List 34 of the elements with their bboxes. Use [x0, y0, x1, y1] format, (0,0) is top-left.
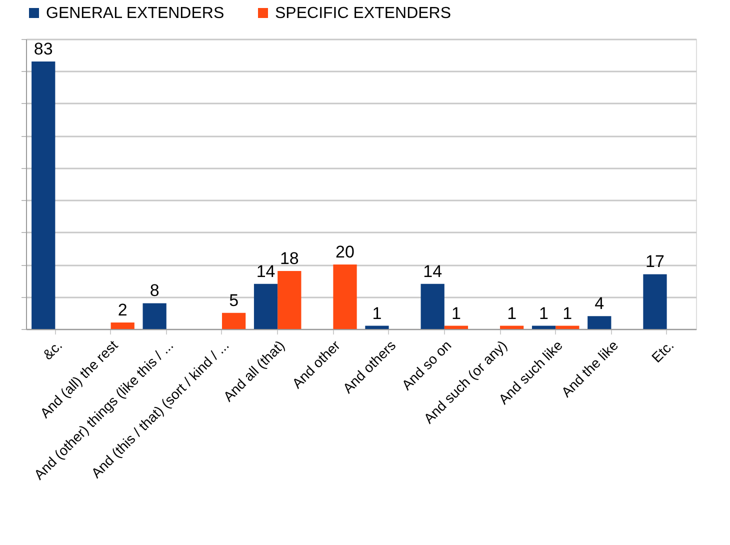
bar: [32, 62, 56, 329]
data-label: 20: [336, 242, 354, 262]
data-label: 4: [594, 294, 604, 314]
bar: [365, 326, 389, 329]
x-tick-label: Etc.: [648, 337, 677, 366]
bar: [222, 312, 246, 329]
data-label: 1: [562, 304, 572, 323]
bar: [444, 326, 468, 329]
data-label: 18: [280, 249, 299, 268]
data-label: 1: [507, 304, 517, 323]
bar: [142, 303, 166, 329]
bar: [588, 316, 612, 329]
bar: [420, 284, 444, 329]
legend-label: SPECIFIC EXTENDERS: [275, 5, 452, 22]
data-label: 14: [423, 262, 442, 281]
data-label: 83: [34, 40, 53, 59]
bar: [532, 326, 556, 329]
data-label: 14: [256, 262, 276, 281]
bar: [333, 264, 357, 329]
data-label: 1: [372, 304, 382, 323]
data-label: 1: [539, 304, 549, 323]
legend-label: GENERAL EXTENDERS: [46, 5, 224, 22]
bar: [254, 284, 278, 329]
data-label: 2: [118, 300, 128, 320]
data-label: 17: [646, 252, 664, 272]
bar: [278, 271, 302, 329]
x-tick-label: &c.: [39, 337, 66, 363]
data-label: 1: [451, 304, 461, 323]
data-label: 8: [150, 281, 160, 300]
bar: [556, 326, 580, 329]
bar: [110, 322, 134, 329]
data-label: 5: [229, 290, 239, 310]
bar: [643, 274, 667, 329]
bar: [500, 326, 524, 329]
